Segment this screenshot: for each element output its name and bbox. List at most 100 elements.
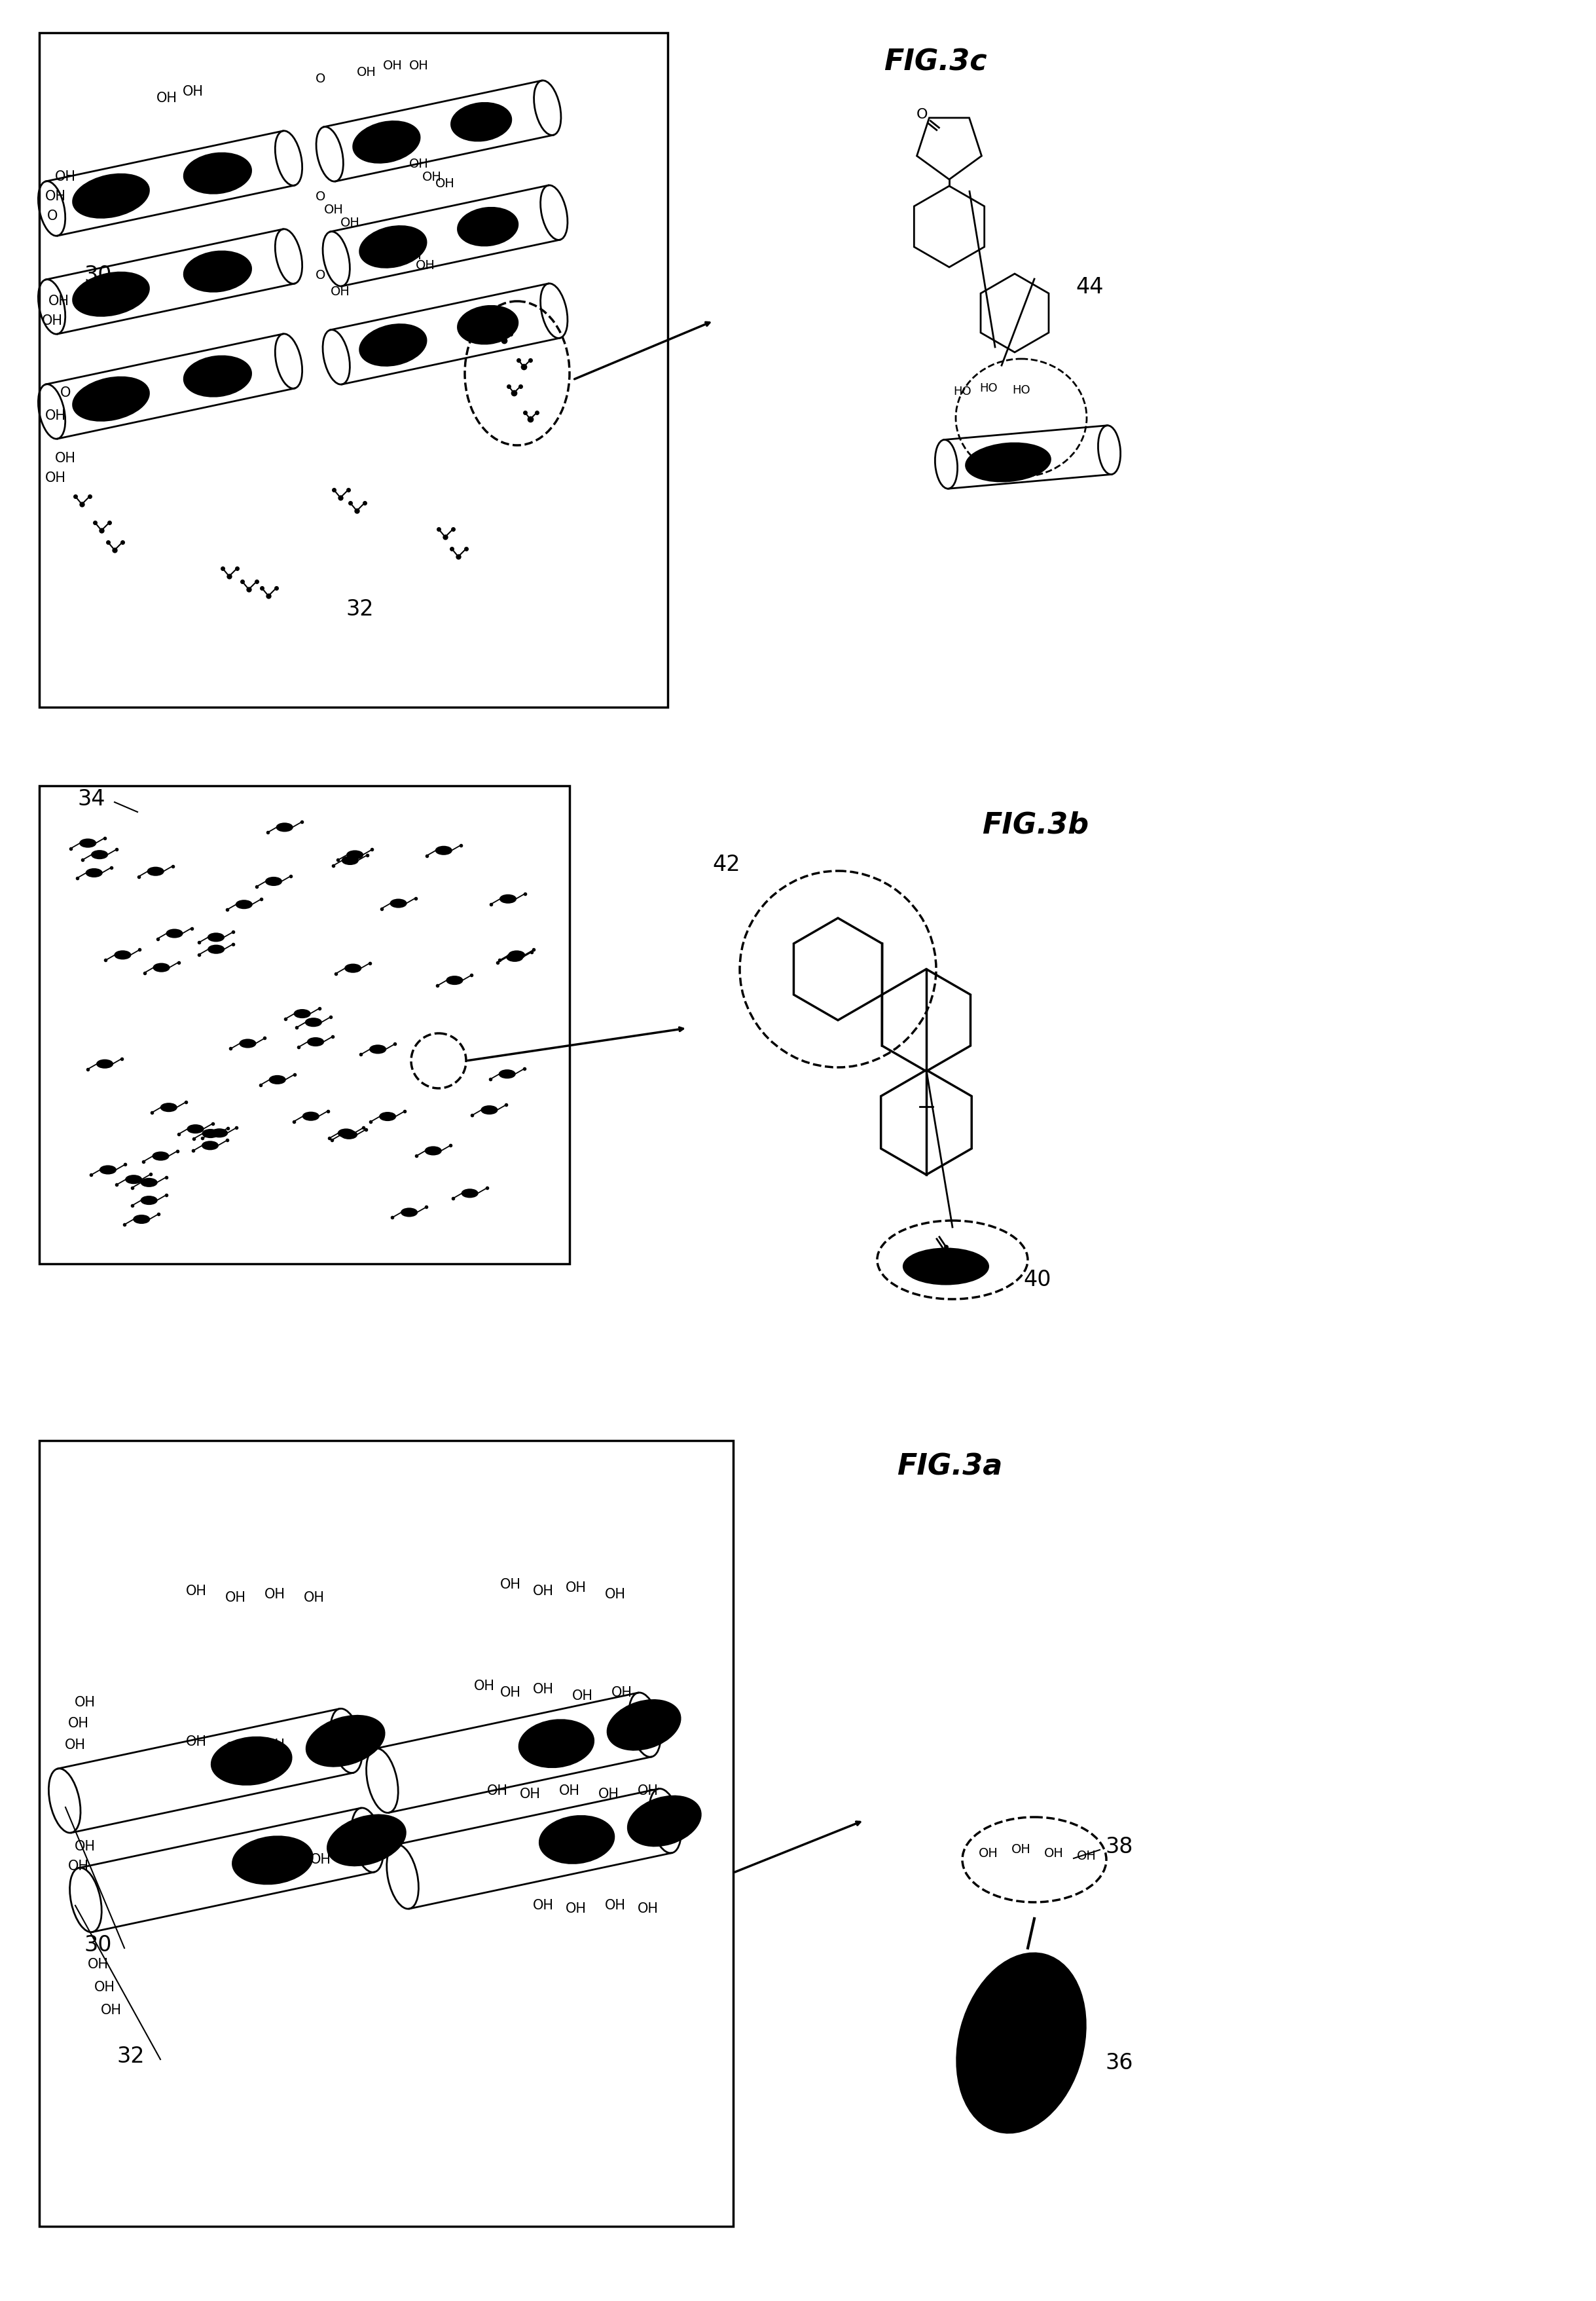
Text: OH: OH (41, 315, 62, 327)
Text: OH: OH (310, 1852, 332, 1866)
Ellipse shape (482, 1107, 496, 1114)
Text: 34: 34 (78, 787, 105, 810)
Ellipse shape (209, 946, 223, 953)
Ellipse shape (342, 856, 358, 865)
Text: OH: OH (69, 1717, 89, 1730)
Text: OH: OH (48, 295, 69, 308)
Bar (40, 1440, 733, 2227)
Ellipse shape (153, 1153, 169, 1160)
Text: OH: OH (409, 156, 429, 170)
Text: OH: OH (638, 1783, 659, 1797)
Ellipse shape (211, 1737, 292, 1786)
Ellipse shape (236, 900, 252, 909)
Ellipse shape (370, 1045, 386, 1054)
Text: 32: 32 (117, 2046, 145, 2066)
Ellipse shape (73, 272, 148, 315)
Text: O: O (61, 387, 70, 400)
Ellipse shape (345, 964, 361, 971)
Ellipse shape (203, 1141, 219, 1150)
Text: FIG.3c: FIG.3c (884, 48, 986, 76)
Ellipse shape (91, 851, 107, 858)
Text: OH: OH (45, 472, 65, 486)
Text: OH: OH (1012, 1843, 1031, 1857)
Ellipse shape (233, 1836, 313, 1885)
Text: OH: OH (69, 1859, 89, 1873)
Ellipse shape (207, 934, 223, 941)
Ellipse shape (426, 1146, 440, 1155)
Text: OH: OH (182, 85, 204, 99)
Ellipse shape (391, 900, 407, 907)
Ellipse shape (327, 1815, 405, 1866)
Text: OH: OH (265, 1740, 286, 1751)
Text: OH: OH (278, 1859, 298, 1873)
Ellipse shape (458, 306, 519, 345)
Ellipse shape (353, 122, 420, 163)
Ellipse shape (539, 1815, 614, 1864)
Ellipse shape (86, 870, 102, 877)
Ellipse shape (126, 1176, 142, 1183)
Ellipse shape (359, 225, 426, 267)
Text: OH: OH (75, 1841, 96, 1852)
Text: OH: OH (225, 1742, 246, 1756)
Ellipse shape (461, 1190, 477, 1197)
Ellipse shape (97, 1061, 113, 1068)
Text: 38: 38 (1106, 1836, 1133, 1857)
Ellipse shape (380, 1114, 396, 1121)
Ellipse shape (346, 851, 362, 858)
Text: OH: OH (156, 92, 177, 106)
Ellipse shape (508, 953, 522, 962)
Text: OH: OH (559, 1783, 579, 1797)
Text: OH: OH (402, 249, 423, 262)
Text: OH: OH (65, 1740, 86, 1751)
Text: OH: OH (330, 285, 350, 297)
Text: HO: HO (980, 382, 998, 393)
Ellipse shape (166, 930, 182, 937)
Ellipse shape (153, 964, 169, 971)
Text: OH: OH (1077, 1850, 1096, 1862)
Text: OH: OH (571, 1689, 594, 1703)
Text: OH: OH (54, 170, 77, 184)
Text: OH: OH (324, 202, 343, 216)
Ellipse shape (203, 1130, 219, 1137)
Ellipse shape (188, 1125, 203, 1132)
Text: OH: OH (533, 1682, 554, 1696)
Ellipse shape (134, 1215, 150, 1224)
Text: OH: OH (185, 1735, 207, 1749)
Ellipse shape (342, 1130, 358, 1139)
Ellipse shape (903, 1249, 988, 1284)
Text: OH: OH (383, 60, 402, 71)
Ellipse shape (338, 1130, 354, 1137)
Ellipse shape (148, 867, 163, 874)
Ellipse shape (436, 847, 452, 854)
Text: 44: 44 (1076, 276, 1104, 297)
Bar (40, 32, 667, 706)
Text: OH: OH (358, 67, 377, 78)
Ellipse shape (305, 1019, 321, 1026)
Text: FIG.3b: FIG.3b (982, 810, 1088, 840)
Text: OH: OH (45, 410, 65, 423)
Ellipse shape (270, 1077, 286, 1084)
Ellipse shape (306, 1717, 385, 1767)
Text: OH: OH (75, 1696, 96, 1710)
Text: OH: OH (45, 191, 65, 202)
Ellipse shape (401, 1208, 417, 1217)
Text: HO: HO (953, 387, 972, 398)
Ellipse shape (267, 877, 281, 886)
Ellipse shape (509, 950, 525, 960)
Text: OH: OH (500, 1578, 520, 1592)
Text: 30: 30 (85, 1933, 112, 1956)
Text: OH: OH (423, 170, 442, 184)
Text: OH: OH (303, 1592, 324, 1604)
Text: OH: OH (225, 1592, 246, 1604)
Text: O: O (46, 209, 57, 223)
Text: OH: OH (487, 1783, 508, 1797)
Text: O: O (316, 269, 326, 281)
Text: 32: 32 (346, 598, 373, 619)
Ellipse shape (115, 950, 131, 960)
Text: OH: OH (185, 1585, 207, 1597)
Ellipse shape (80, 840, 96, 847)
Text: OH: OH (978, 1848, 998, 1859)
Text: OH: OH (88, 1958, 109, 1972)
Ellipse shape (184, 251, 251, 292)
Ellipse shape (212, 1130, 227, 1137)
